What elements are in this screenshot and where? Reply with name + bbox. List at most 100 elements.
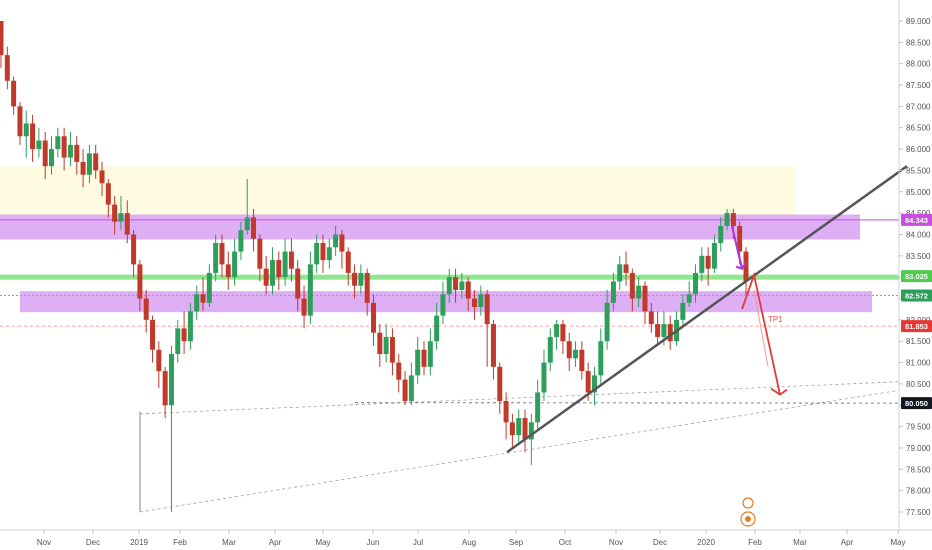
candle-body: [686, 294, 692, 303]
price-badge-label: 80.050: [905, 399, 928, 408]
x-tick-label: Nov: [37, 538, 51, 547]
y-tick-label: 79.000: [906, 444, 931, 453]
y-axis-ticks: 89.000 88.500 88.000 87.500 87.000 86.500 86.0…: [899, 17, 931, 517]
candle-body: [623, 264, 629, 273]
candle-body: [263, 268, 269, 286]
red-projection-arrow: [741, 271, 781, 395]
y-tick-label: 83.500: [906, 252, 931, 261]
candle-body: [383, 336, 389, 355]
y-tick-label: 84.500: [906, 209, 931, 218]
candle-body: [251, 217, 257, 239]
price-badge-label: 82.572: [905, 291, 928, 300]
candle-body: [648, 311, 654, 325]
faint-projection-line: [753, 289, 769, 367]
candle-body: [547, 336, 553, 363]
candle-body: [610, 281, 616, 303]
logo-ring-top: [742, 497, 754, 509]
candle-body: [269, 260, 275, 286]
candle-body: [36, 140, 42, 150]
candle-body: [175, 328, 181, 355]
price-badge: [901, 270, 932, 283]
candles-layer: [0, 21, 749, 512]
candle-body: [143, 298, 149, 320]
candle-body: [591, 375, 597, 393]
x-tick-label: May: [890, 538, 905, 547]
candle-body: [257, 238, 263, 269]
candle-body: [535, 392, 541, 423]
candle-body: [358, 272, 364, 286]
candle-body: [232, 251, 238, 278]
candle-body: [219, 243, 225, 265]
candle-body: [276, 260, 282, 278]
candle-body: [711, 243, 717, 269]
candle-body: [497, 366, 503, 401]
x-tick-label: Nov: [609, 538, 623, 547]
candle-body: [642, 285, 648, 312]
candle-body: [156, 349, 162, 372]
candle-body: [187, 311, 193, 342]
candle-body: [459, 281, 465, 290]
candle-body: [528, 422, 534, 440]
price-badge: [901, 320, 932, 333]
x-tick-label: Mar: [222, 538, 236, 547]
y-tick-label: 80.500: [906, 380, 931, 389]
candle-body: [55, 136, 61, 150]
candle-body: [49, 149, 55, 167]
candle-body: [99, 170, 105, 184]
candle-body: [42, 140, 48, 167]
candle-body: [566, 341, 572, 359]
price-badge-label: 81.853: [905, 322, 928, 331]
candle-body: [74, 144, 80, 162]
y-tick-label: 81.000: [906, 359, 931, 368]
candle-body: [472, 298, 478, 308]
candle-body: [137, 264, 143, 299]
red-arrow-head: [770, 387, 788, 396]
candle-body: [579, 349, 585, 372]
candle-body: [604, 302, 610, 342]
y-tick-label: 86.500: [906, 124, 931, 133]
x-tick-label: Jul: [413, 538, 423, 547]
candle-body: [162, 371, 168, 406]
candle-body: [490, 324, 496, 367]
candle-body: [194, 294, 200, 312]
candle-body: [105, 183, 111, 205]
y-tick-label: 85.000: [906, 188, 931, 197]
y-tick-label: 84.000: [906, 230, 931, 239]
price-badges: 84.343 83.025 82.572 81.853 80.050: [901, 213, 932, 410]
candle-body: [573, 349, 579, 359]
candle-body: [617, 264, 623, 282]
candle-body: [516, 418, 522, 436]
guide-lines-layer: [0, 325, 900, 513]
x-tick-label: Feb: [748, 538, 762, 547]
candle-body: [434, 315, 440, 342]
candle-body: [629, 272, 635, 299]
candle-body: [200, 294, 206, 303]
x-tick-label: Oct: [559, 538, 572, 547]
candle-body: [465, 281, 471, 299]
y-tick-label: 77.500: [906, 508, 931, 517]
candle-body: [364, 272, 370, 303]
candle-body: [238, 230, 244, 252]
candle-body: [80, 161, 86, 175]
candle-body: [11, 80, 17, 107]
x-tick-label: Jun: [367, 538, 380, 547]
y-tick-label: 78.500: [906, 465, 931, 474]
candle-body: [598, 341, 604, 376]
candle-body: [86, 153, 92, 175]
y-tick-label: 86.000: [906, 145, 931, 154]
candle-body: [213, 243, 219, 273]
candle-body: [427, 341, 433, 367]
candle-body: [67, 144, 73, 158]
support-zone: [20, 291, 872, 313]
candle-body: [705, 255, 711, 269]
candle-body: [661, 324, 667, 337]
y-tick-label: 88.000: [906, 60, 931, 69]
candle-body: [23, 123, 29, 137]
candle-body: [440, 294, 446, 316]
candle-body: [680, 302, 686, 320]
candle-body: [541, 362, 547, 393]
candle-body: [282, 251, 288, 278]
candle-body: [61, 136, 67, 158]
candle-body: [389, 336, 395, 363]
